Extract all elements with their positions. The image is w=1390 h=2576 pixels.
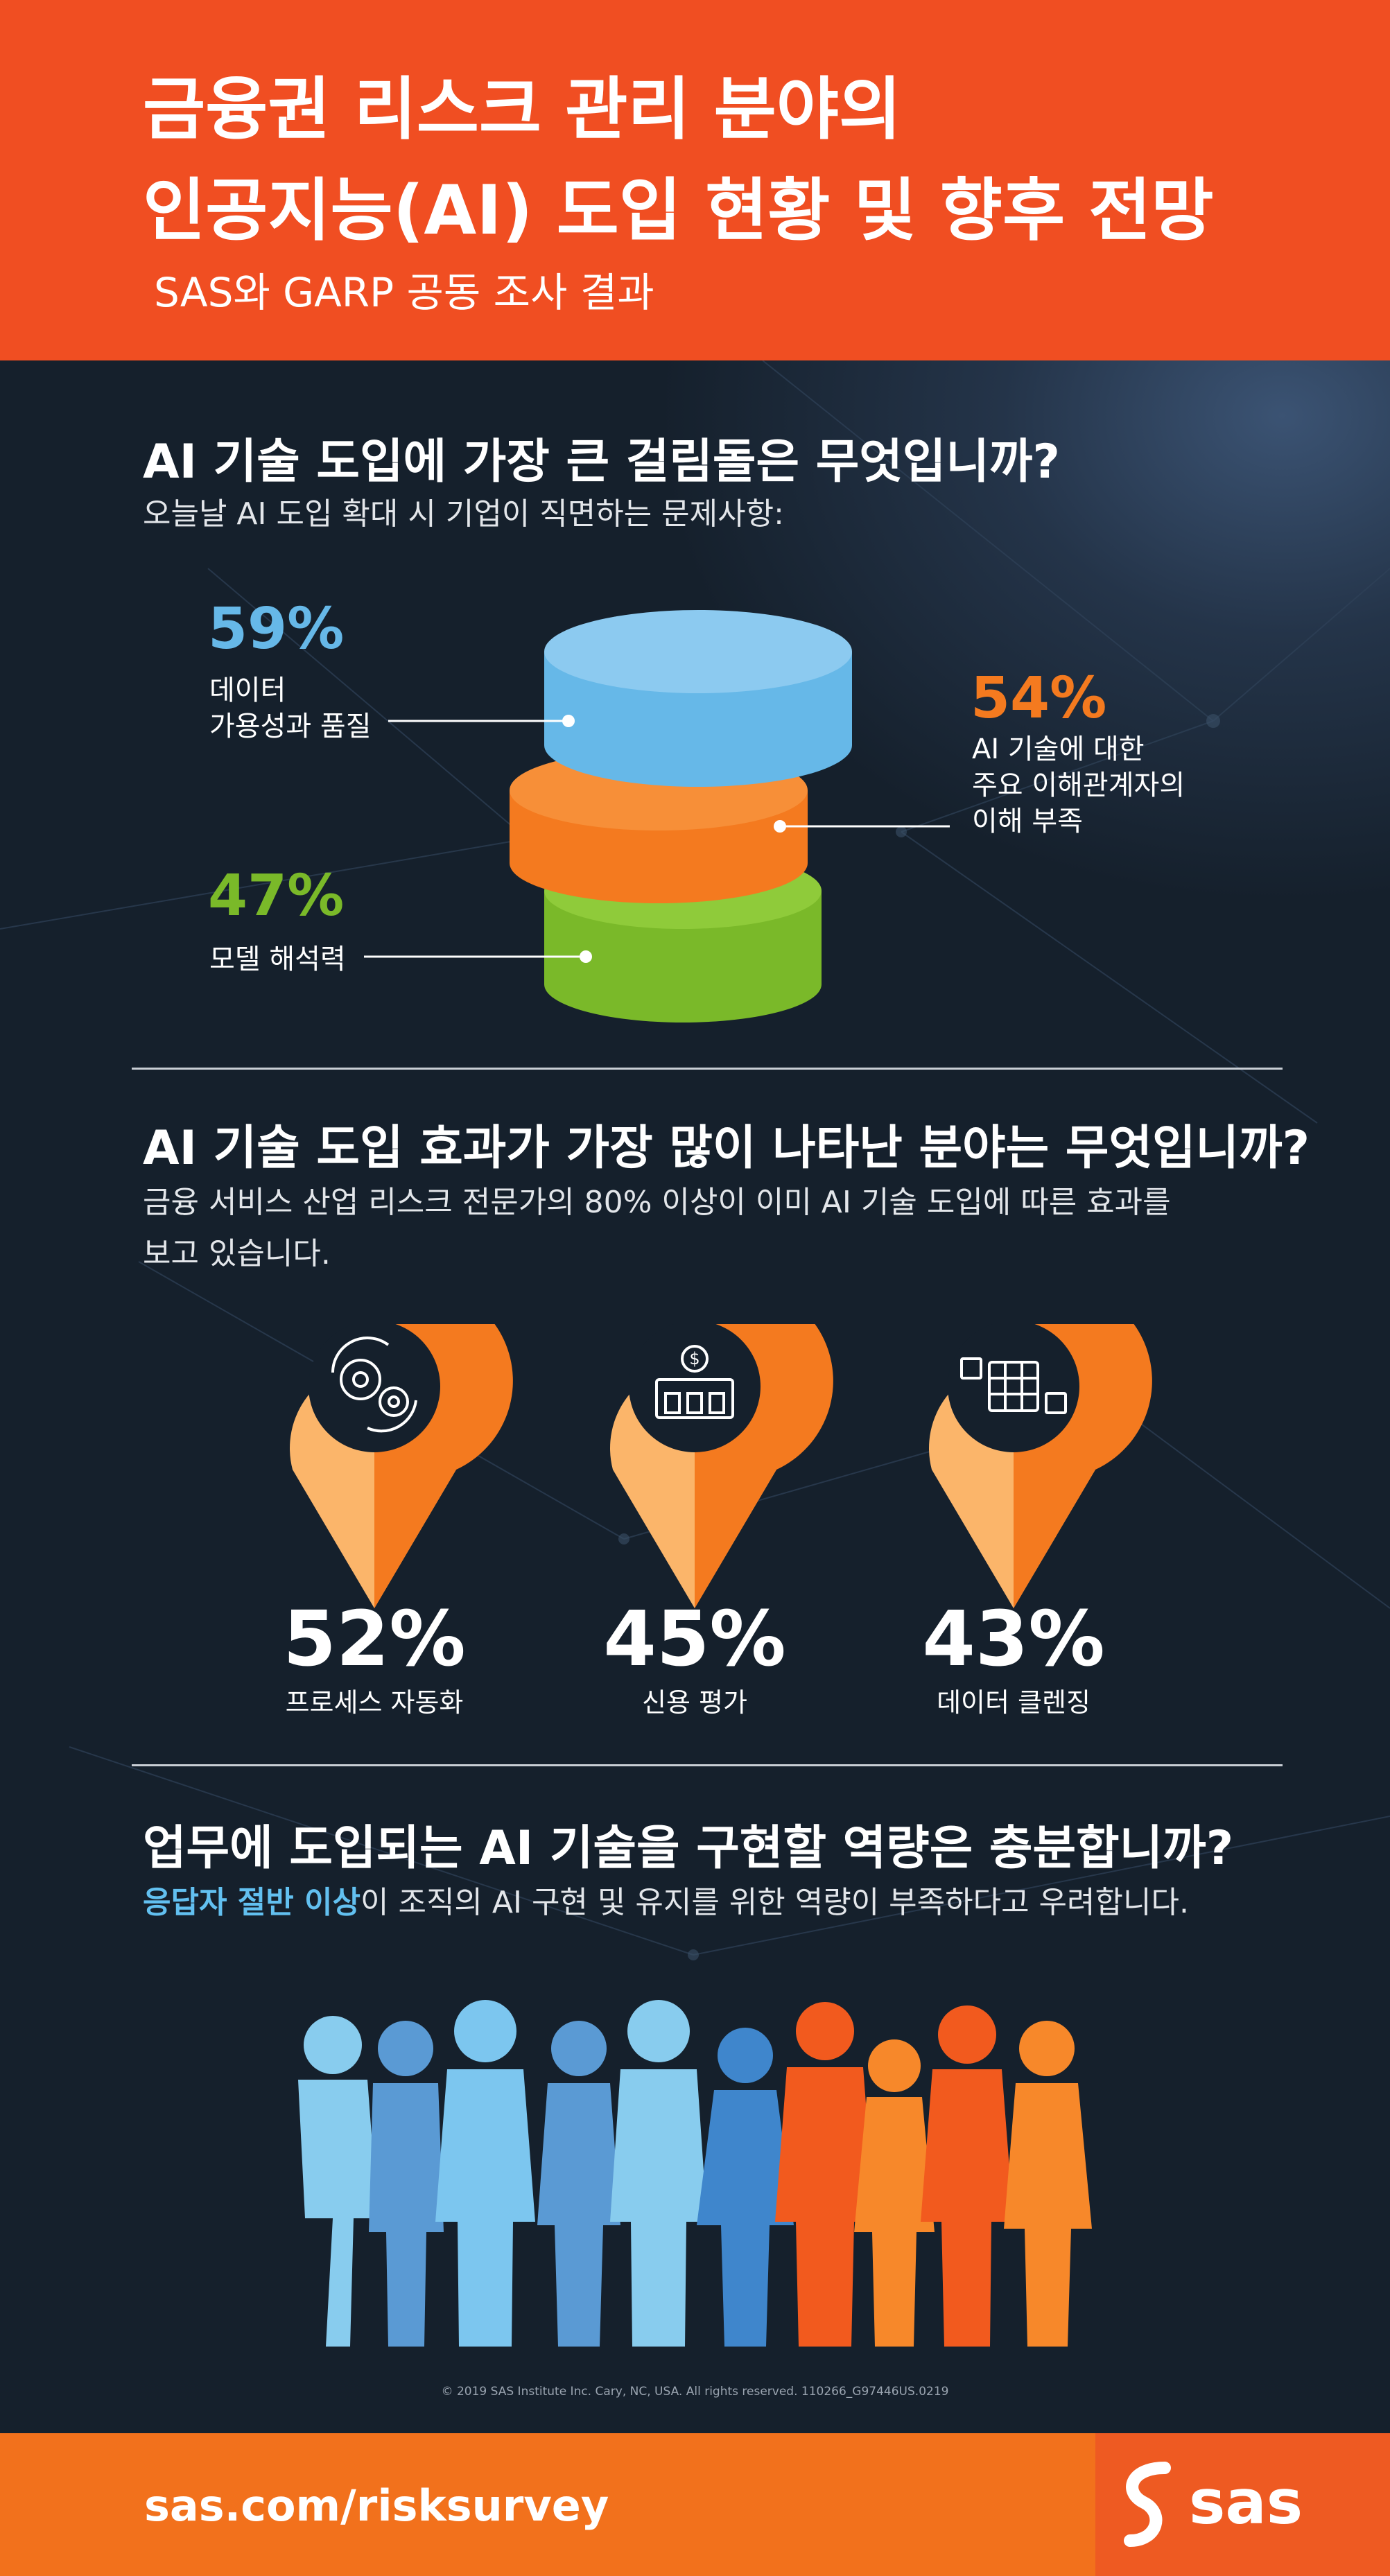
person-silhouette <box>1004 2021 1092 2347</box>
label-line: 가용성과 품질 <box>209 711 372 742</box>
header-banner: 금융권 리스크 관리 분야의 인공지능(AI) 도입 현황 및 향후 전망 SA… <box>0 0 1390 360</box>
desc-rest-text: 이 조직의 AI 구현 및 유지를 위한 역량이 부족하다고 우려합니다. <box>360 1885 1189 1920</box>
content-panel: AI 기술 도입에 가장 큰 걸림돌은 무엇입니까? 오늘날 AI 도입 확대 … <box>0 360 1390 2433</box>
sas-logo-text: sas <box>1189 2466 1303 2538</box>
label-line: 주요 이해관계자의 <box>972 769 1185 801</box>
cylinder-data-quality <box>544 610 852 787</box>
desc-line: 보고 있습니다. <box>143 1236 331 1271</box>
sas-swoosh-icon <box>1124 2462 1171 2547</box>
bank-icon <box>655 1345 734 1419</box>
section2-description: 금융 서비스 산업 리스크 전문가의 80% 이상이 이미 AI 기술 도입에 … <box>143 1177 1171 1280</box>
people-silhouettes <box>298 2000 1092 2347</box>
spreadsheet-icon <box>960 1357 1067 1414</box>
pin-data-cleansing <box>929 1324 1152 1608</box>
person-silhouette <box>697 2028 794 2347</box>
person-silhouette <box>435 2000 535 2347</box>
stacked-cylinder-chart <box>364 610 950 1022</box>
person-silhouette <box>537 2021 620 2347</box>
pin-process-automation <box>290 1324 513 1608</box>
footer-banner: sas.com/risksurvey sas <box>0 2433 1390 2576</box>
connector-dot <box>774 820 786 833</box>
label-line: 이해 부족 <box>972 806 1083 837</box>
page-title: 금융권 리스크 관리 분야의 인공지능(AI) 도입 현황 및 향후 전망 <box>143 59 1321 261</box>
stat-label-data-quality: 데이터 가용성과 품질 <box>209 672 372 745</box>
person-silhouette <box>854 2039 935 2347</box>
person-silhouette <box>775 2002 875 2347</box>
benefit-percent-automation: 52% <box>283 1594 466 1683</box>
benefit-percent-credit: 45% <box>603 1594 786 1683</box>
footer-url-link[interactable]: sas.com/risksurvey <box>144 2480 609 2531</box>
benefit-percent-cleansing: 43% <box>922 1594 1105 1683</box>
desc-line: 금융 서비스 산업 리스크 전문가의 80% 이상이 이미 AI 기술 도입에 … <box>143 1185 1171 1220</box>
benefit-label-credit: 신용 평가 <box>642 1687 747 1718</box>
stat-percent-data-quality: 59% <box>208 596 345 662</box>
title-line-1: 금융권 리스크 관리 분야의 <box>143 70 902 149</box>
benefit-label-cleansing: 데이터 클렌징 <box>937 1687 1091 1718</box>
label-line: AI 기술에 대한 <box>972 733 1145 765</box>
person-silhouette <box>921 2005 1014 2347</box>
highlight-text: 응답자 절반 이상 <box>143 1885 360 1920</box>
page-subtitle: SAS와 GARP 공동 조사 결과 <box>154 269 654 316</box>
dollar-sign: $ <box>689 1349 700 1368</box>
title-line-2: 인공지능(AI) 도입 현황 및 향후 전망 <box>143 171 1214 250</box>
label-line: 데이터 <box>209 675 286 706</box>
stat-label-stakeholder: AI 기술에 대한 주요 이해관계자의 이해 부족 <box>972 731 1185 839</box>
benefit-label-automation: 프로세스 자동화 <box>285 1687 464 1718</box>
label-line: 모델 해석력 <box>209 943 346 975</box>
connector-dot <box>562 715 575 727</box>
stat-percent-stakeholder: 54% <box>971 665 1107 731</box>
stat-label-model: 모델 해석력 <box>209 941 346 977</box>
section3-description: 응답자 절반 이상이 조직의 AI 구현 및 유지를 위한 역량이 부족하다고 … <box>143 1877 1189 1929</box>
section3-title: 업무에 도입되는 AI 기술을 구현할 역량은 충분합니까? <box>143 1821 1234 1876</box>
person-silhouette <box>298 2016 378 2347</box>
section-divider <box>132 1764 1283 1766</box>
person-silhouette <box>610 2000 707 2347</box>
section1-description: 오늘날 AI 도입 확대 시 기업이 직면하는 문제사항: <box>143 496 784 532</box>
connector-dot <box>580 950 592 963</box>
connector-lines <box>364 720 950 958</box>
pin-credit-scoring: $ <box>610 1324 833 1608</box>
benefit-pins: $ <box>290 1324 1152 1608</box>
section-divider <box>132 1068 1283 1070</box>
copyright-notice: © 2019 SAS Institute Inc. Cary, NC, USA.… <box>441 2385 949 2399</box>
sas-logo: sas <box>1095 2433 1390 2576</box>
gears-icon <box>331 1337 417 1433</box>
section1-title: AI 기술 도입에 가장 큰 걸림돌은 무엇입니까? <box>143 435 1060 489</box>
section2-title: AI 기술 도입 효과가 가장 많이 나타난 분야는 무엇입니까? <box>143 1121 1310 1176</box>
stat-percent-model: 47% <box>208 863 345 929</box>
person-silhouette <box>369 2021 444 2347</box>
